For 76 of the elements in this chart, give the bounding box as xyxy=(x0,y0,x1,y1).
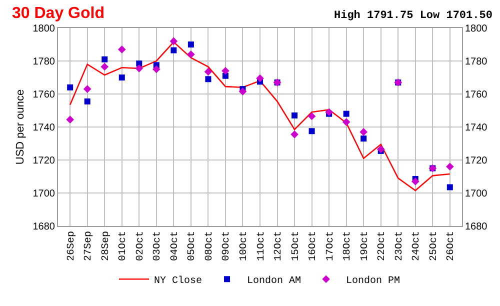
y2-tick-label: 1680 xyxy=(465,222,488,232)
legend-label: NY Close xyxy=(154,275,202,288)
x-tick-label: 01Oct xyxy=(118,231,130,262)
y-tick-label: 1680 xyxy=(32,222,56,232)
point xyxy=(187,50,195,58)
y-tick-label: 1720 xyxy=(32,156,56,166)
point xyxy=(343,110,350,117)
point xyxy=(83,85,92,93)
point xyxy=(84,98,90,104)
point xyxy=(308,128,315,134)
y-tick-label: 1800 xyxy=(32,24,56,34)
point xyxy=(204,68,212,76)
x-tick-label: 17Oct xyxy=(325,231,336,262)
point xyxy=(446,184,453,190)
point xyxy=(376,145,385,154)
x-tick-label: 02Oct xyxy=(135,231,146,262)
x-tick-label: 25Oct xyxy=(428,231,440,262)
point xyxy=(222,67,230,75)
x-tick-label: 18Oct xyxy=(342,231,354,262)
x-tick-label: 15Oct xyxy=(290,231,302,262)
x-tick-label: 04Oct xyxy=(170,231,181,262)
x-tick-label: 03Oct xyxy=(152,231,164,262)
point xyxy=(238,88,247,96)
point xyxy=(446,162,454,170)
x-tick-label: 23Oct xyxy=(394,231,406,262)
point xyxy=(308,112,316,120)
legend-label: London PM xyxy=(346,275,400,288)
y2-tick-label: 1800 xyxy=(465,24,488,34)
x-tick-label: 08Oct xyxy=(204,231,216,262)
point xyxy=(325,108,333,116)
legend-label: London AM xyxy=(247,275,302,288)
point xyxy=(222,72,228,79)
x-tick-label: 26Sep xyxy=(66,231,78,262)
x-tick-label: 28Sep xyxy=(100,231,112,262)
point xyxy=(292,112,298,118)
x-tick-label: 09Oct xyxy=(222,231,233,262)
y-tick-label: 1760 xyxy=(32,90,56,100)
x-tick-label: 26Oct xyxy=(446,231,458,262)
x-tick-label: 22Oct xyxy=(377,231,388,262)
y-tick-label: 1740 xyxy=(32,122,56,134)
point xyxy=(411,178,420,186)
point xyxy=(188,42,194,48)
point xyxy=(342,118,350,126)
x-tick-label: 19Oct xyxy=(360,231,371,262)
point xyxy=(290,130,298,138)
chart-title: 30 Day Gold xyxy=(12,5,104,22)
y-tick-label: 1780 xyxy=(32,56,56,68)
point xyxy=(118,46,126,54)
x-tick-label: 10Oct xyxy=(238,231,250,262)
y2-tick-label: 1700 xyxy=(465,188,488,200)
y2-tick-label: 1740 xyxy=(465,122,488,134)
point xyxy=(135,64,144,72)
point xyxy=(256,74,264,82)
point xyxy=(102,56,108,62)
y-axis-title: USD per ounce xyxy=(14,89,26,165)
point xyxy=(360,136,367,142)
point xyxy=(170,37,178,46)
y-tick-label: 1700 xyxy=(32,188,56,200)
y2-tick-label: 1780 xyxy=(465,56,488,68)
point xyxy=(170,47,177,54)
point xyxy=(205,76,212,82)
x-tick-label: 12Oct xyxy=(274,231,285,262)
x-tick-label: 11Oct xyxy=(256,231,268,262)
point xyxy=(152,65,160,74)
x-tick-label: 27Sep xyxy=(84,231,95,262)
x-tick-label: 16Oct xyxy=(308,231,320,262)
point xyxy=(66,116,74,124)
text: High 1791.75 Low 1701.50 xyxy=(334,10,492,22)
x-tick-label: 24Oct xyxy=(412,231,423,262)
y2-tick-label: 1720 xyxy=(465,156,488,166)
point xyxy=(67,84,74,90)
point xyxy=(360,128,368,136)
point xyxy=(100,62,109,71)
y2-tick-label: 1760 xyxy=(465,90,488,100)
x-tick-label: 05Oct xyxy=(187,231,198,262)
point xyxy=(118,74,125,80)
